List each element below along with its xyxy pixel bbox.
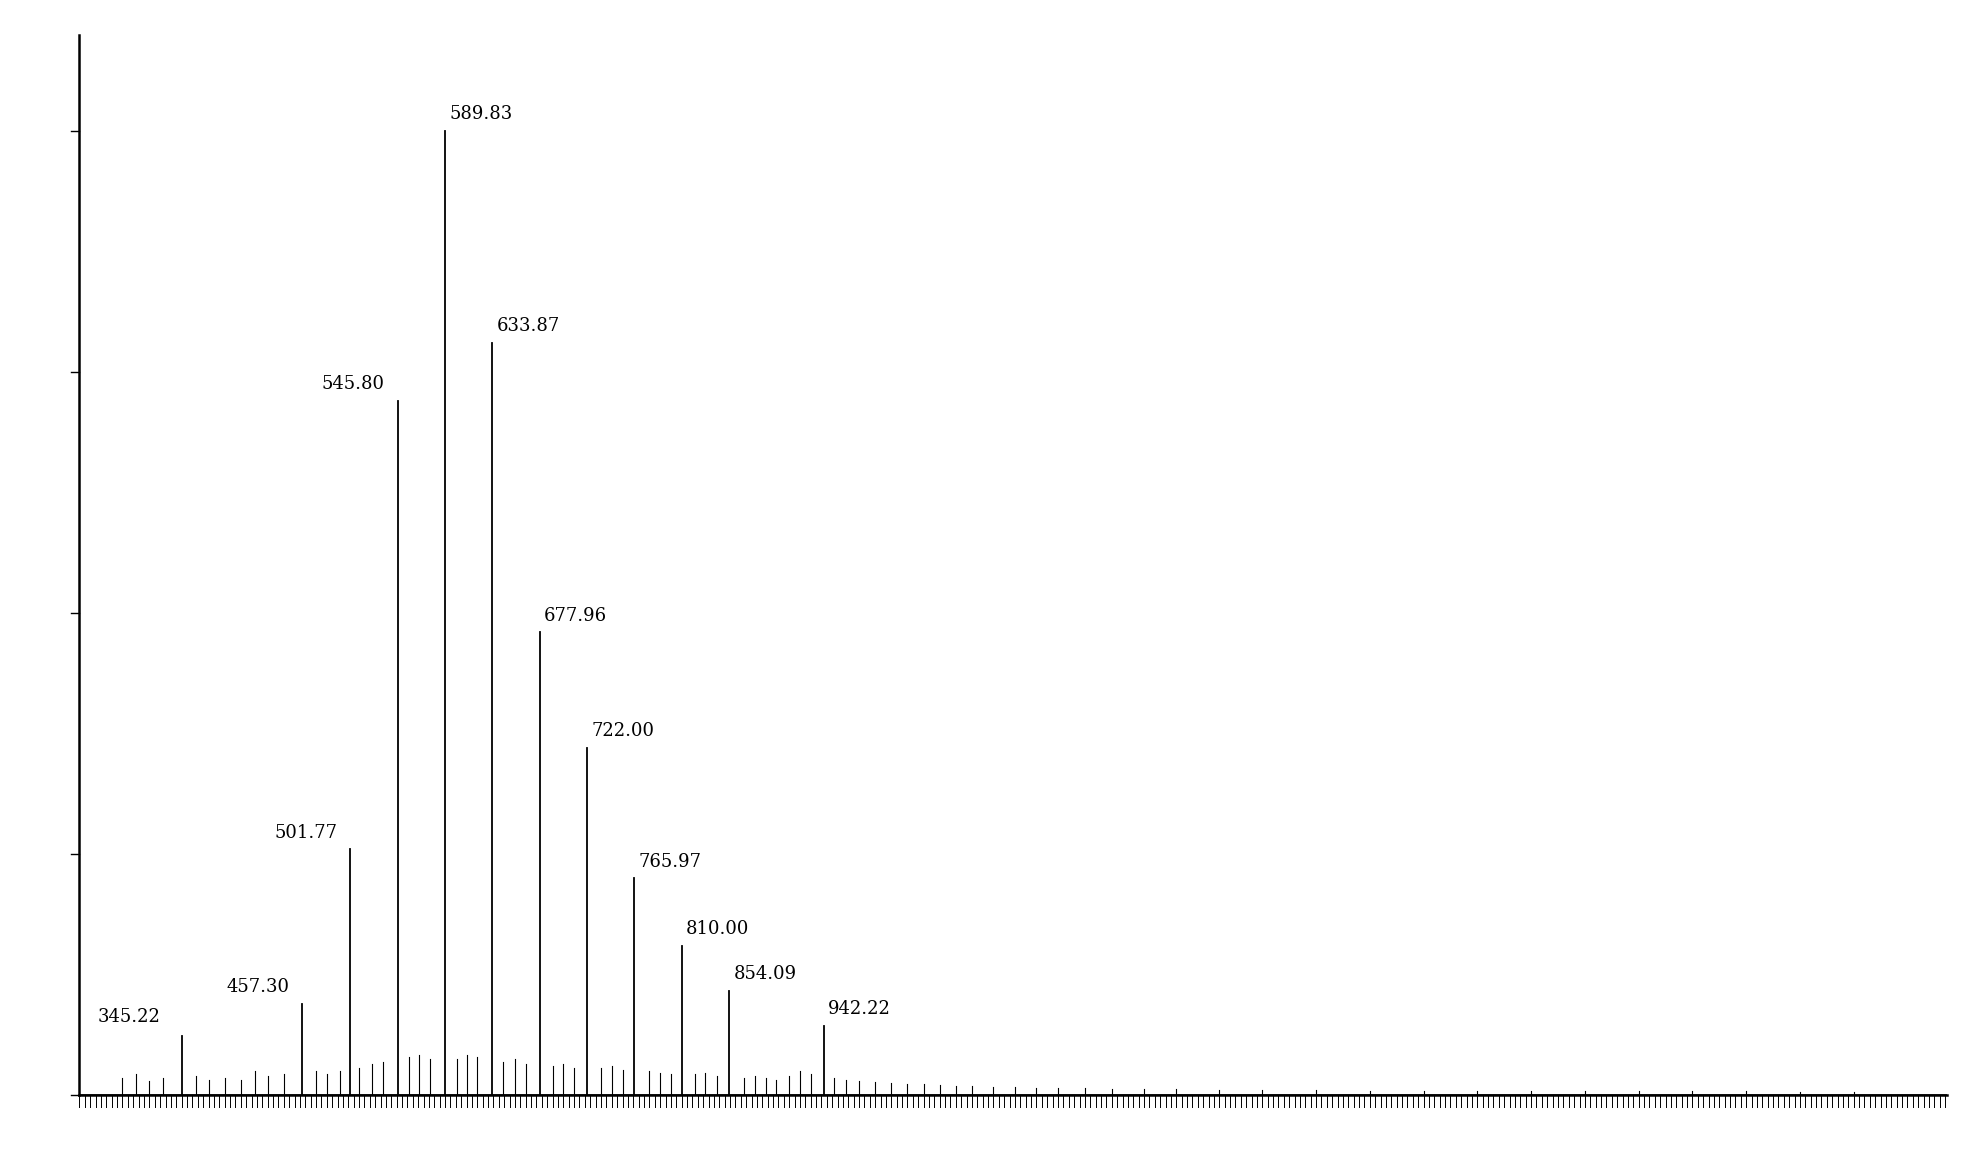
- Text: 810.00: 810.00: [686, 920, 749, 939]
- Text: 942.22: 942.22: [829, 1000, 890, 1018]
- Text: 457.30: 457.30: [227, 978, 290, 996]
- Text: 345.22: 345.22: [97, 1008, 161, 1026]
- Text: 589.83: 589.83: [449, 105, 513, 123]
- Text: 765.97: 765.97: [638, 853, 701, 871]
- Text: 633.87: 633.87: [497, 317, 560, 336]
- Text: 501.77: 501.77: [274, 823, 338, 842]
- Text: 722.00: 722.00: [592, 723, 654, 740]
- Text: 545.80: 545.80: [322, 376, 385, 393]
- Text: 677.96: 677.96: [544, 606, 608, 625]
- Text: 854.09: 854.09: [733, 965, 797, 984]
